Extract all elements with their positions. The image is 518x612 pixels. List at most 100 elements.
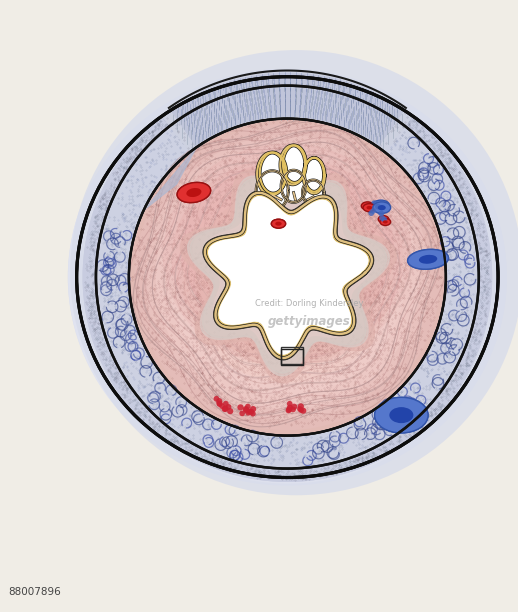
Ellipse shape xyxy=(419,255,437,264)
Polygon shape xyxy=(190,179,387,373)
Bar xyxy=(281,346,303,364)
Ellipse shape xyxy=(271,219,285,228)
Circle shape xyxy=(298,407,304,413)
Polygon shape xyxy=(256,171,288,211)
Circle shape xyxy=(375,204,381,209)
Polygon shape xyxy=(304,158,325,193)
Ellipse shape xyxy=(390,407,413,423)
Circle shape xyxy=(196,185,379,369)
Ellipse shape xyxy=(383,220,388,223)
Circle shape xyxy=(209,199,366,356)
Circle shape xyxy=(367,204,373,211)
Ellipse shape xyxy=(363,204,376,212)
Polygon shape xyxy=(283,145,306,183)
Polygon shape xyxy=(161,72,413,152)
Circle shape xyxy=(132,121,443,433)
Circle shape xyxy=(81,70,494,483)
Circle shape xyxy=(379,215,385,221)
Polygon shape xyxy=(193,181,384,370)
Polygon shape xyxy=(280,145,305,184)
Circle shape xyxy=(167,157,408,397)
Circle shape xyxy=(290,406,296,412)
Ellipse shape xyxy=(68,70,507,484)
Circle shape xyxy=(239,411,245,416)
Ellipse shape xyxy=(380,218,391,225)
Circle shape xyxy=(145,135,430,420)
Ellipse shape xyxy=(78,78,497,477)
Text: gettyimages: gettyimages xyxy=(268,315,351,328)
Polygon shape xyxy=(304,158,324,192)
Polygon shape xyxy=(303,180,324,205)
Polygon shape xyxy=(208,196,368,354)
Polygon shape xyxy=(257,152,285,195)
Circle shape xyxy=(213,396,219,401)
Circle shape xyxy=(379,211,384,217)
Circle shape xyxy=(136,125,439,428)
Circle shape xyxy=(96,86,479,469)
Circle shape xyxy=(163,152,412,401)
Ellipse shape xyxy=(275,222,282,226)
Ellipse shape xyxy=(408,249,449,269)
Circle shape xyxy=(291,404,297,410)
Circle shape xyxy=(129,119,446,436)
Circle shape xyxy=(227,408,233,414)
Ellipse shape xyxy=(68,69,507,486)
Bar xyxy=(281,349,303,365)
Circle shape xyxy=(222,406,228,412)
Circle shape xyxy=(237,405,243,411)
Circle shape xyxy=(217,400,223,406)
Circle shape xyxy=(246,410,251,416)
Circle shape xyxy=(250,411,256,417)
Circle shape xyxy=(82,72,492,482)
Circle shape xyxy=(179,168,396,386)
Circle shape xyxy=(300,408,306,414)
Polygon shape xyxy=(208,196,368,354)
Circle shape xyxy=(129,119,446,436)
Circle shape xyxy=(171,162,403,393)
Circle shape xyxy=(250,406,256,412)
Text: Credit: Dorling Kindersley: Credit: Dorling Kindersley xyxy=(255,299,364,308)
Ellipse shape xyxy=(77,76,498,477)
Circle shape xyxy=(286,406,292,412)
Circle shape xyxy=(287,405,293,411)
Circle shape xyxy=(217,401,223,407)
Circle shape xyxy=(243,407,250,413)
Ellipse shape xyxy=(375,397,428,433)
Circle shape xyxy=(82,72,492,482)
Circle shape xyxy=(285,408,291,413)
Circle shape xyxy=(96,86,479,469)
Ellipse shape xyxy=(367,206,372,209)
Circle shape xyxy=(191,181,383,373)
Polygon shape xyxy=(170,73,405,146)
Circle shape xyxy=(180,170,394,384)
Polygon shape xyxy=(260,152,286,193)
Circle shape xyxy=(370,208,376,214)
Ellipse shape xyxy=(163,144,412,366)
Circle shape xyxy=(132,121,443,433)
Ellipse shape xyxy=(377,203,385,209)
Circle shape xyxy=(222,405,228,412)
Circle shape xyxy=(203,193,372,362)
Circle shape xyxy=(223,401,228,406)
Ellipse shape xyxy=(378,215,389,223)
Circle shape xyxy=(245,404,251,409)
Polygon shape xyxy=(208,196,368,354)
Circle shape xyxy=(182,172,393,382)
Circle shape xyxy=(298,403,304,409)
Ellipse shape xyxy=(70,50,518,495)
Text: 88007896: 88007896 xyxy=(8,587,61,597)
Circle shape xyxy=(368,211,374,216)
Circle shape xyxy=(243,406,249,412)
Circle shape xyxy=(378,209,384,215)
Circle shape xyxy=(214,204,361,350)
Ellipse shape xyxy=(177,182,211,203)
Ellipse shape xyxy=(186,188,202,197)
Polygon shape xyxy=(206,192,372,358)
Ellipse shape xyxy=(388,406,415,424)
Ellipse shape xyxy=(418,255,438,264)
Circle shape xyxy=(96,86,479,469)
Polygon shape xyxy=(170,73,405,146)
Circle shape xyxy=(155,145,419,409)
Ellipse shape xyxy=(381,217,386,221)
Circle shape xyxy=(297,406,303,412)
